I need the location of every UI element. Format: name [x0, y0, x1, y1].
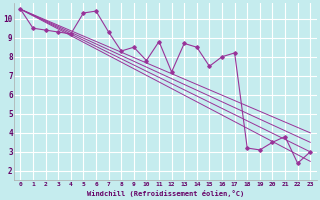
X-axis label: Windchill (Refroidissement éolien,°C): Windchill (Refroidissement éolien,°C): [87, 190, 244, 197]
